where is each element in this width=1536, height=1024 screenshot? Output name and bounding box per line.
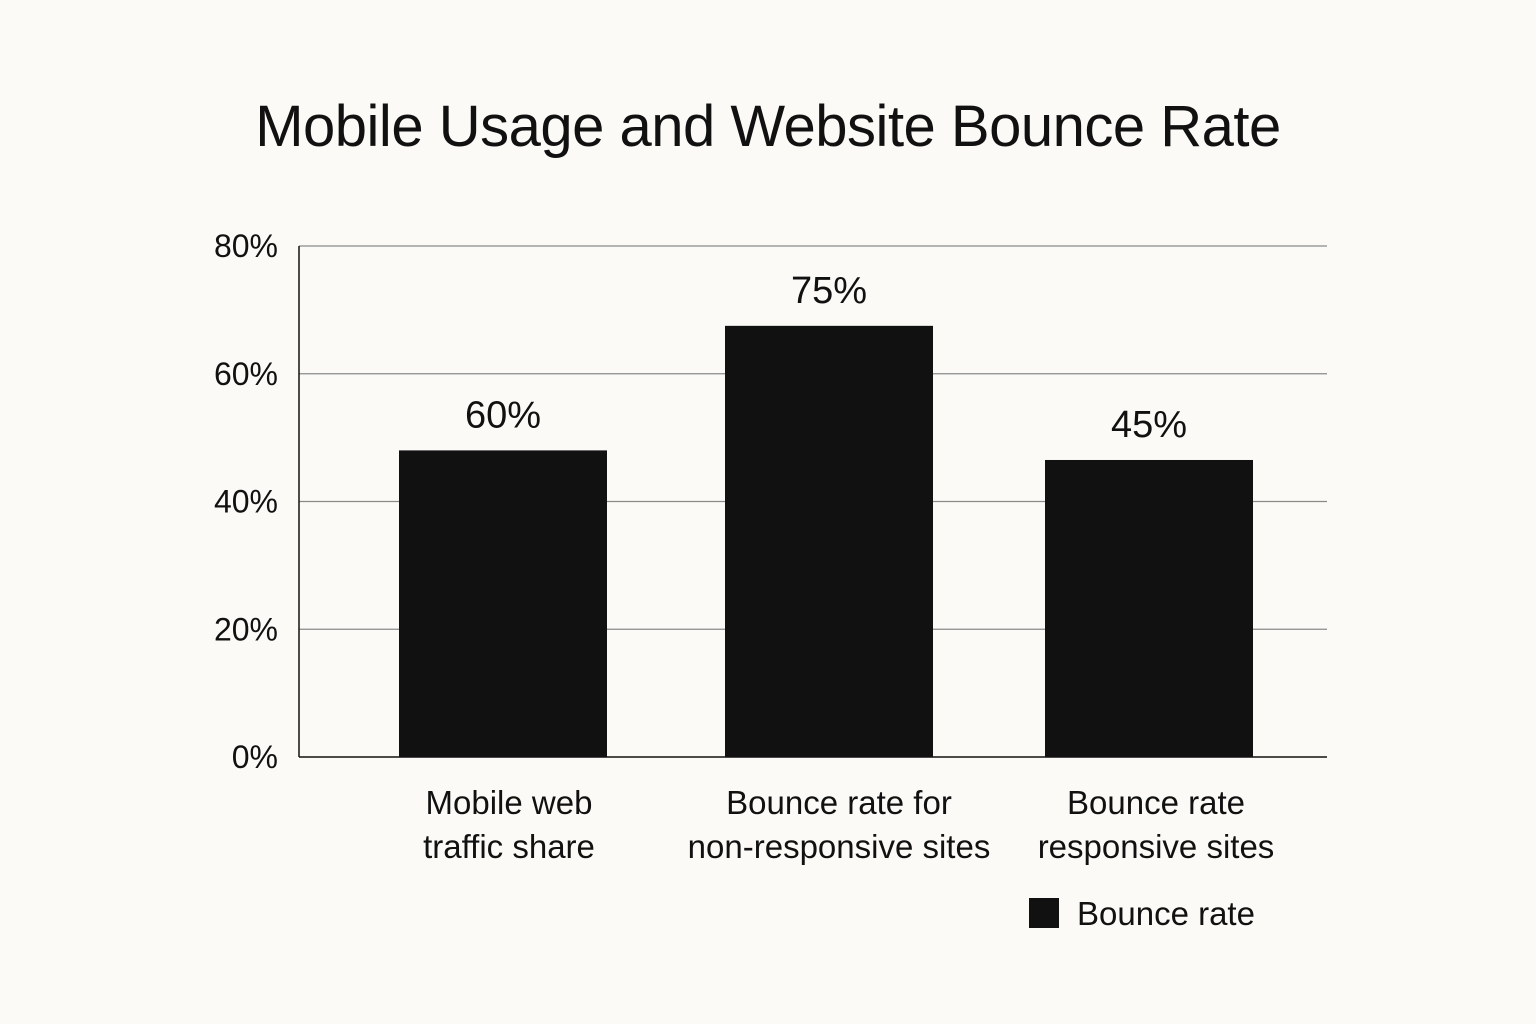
x-category-label: traffic share	[423, 828, 595, 865]
data-labels: 60% 75% 45%	[465, 270, 1187, 446]
bar-data-label: 75%	[791, 270, 867, 312]
x-category-label: Mobile web	[426, 784, 593, 821]
legend-swatch	[1029, 898, 1059, 928]
y-tick-label: 40%	[214, 484, 278, 520]
legend: Bounce rate	[1029, 895, 1255, 932]
x-category-label: Bounce rate for	[726, 784, 952, 821]
y-tick-label: 20%	[214, 611, 278, 647]
y-tick-label: 60%	[214, 356, 278, 392]
y-axis-tick-labels: 0% 20% 40% 60% 80%	[214, 228, 278, 775]
x-category-label: non-responsive sites	[688, 828, 991, 865]
legend-label: Bounce rate	[1077, 895, 1255, 932]
bar-data-label: 45%	[1111, 404, 1187, 446]
bar	[399, 450, 607, 757]
bar	[1045, 459, 1253, 757]
axes	[298, 246, 1327, 758]
chart-title: Mobile Usage and Website Bounce Rate	[255, 94, 1281, 159]
bars	[399, 325, 1253, 757]
bar	[725, 325, 933, 757]
bar-data-label: 60%	[465, 394, 541, 436]
x-axis-category-labels: Mobile web traffic share Bounce rate for no…	[423, 784, 1274, 865]
y-tick-label: 80%	[214, 228, 278, 264]
x-category-label: Bounce rate	[1067, 784, 1245, 821]
y-tick-label: 0%	[232, 739, 278, 775]
x-category-label: responsive sites	[1038, 828, 1275, 865]
